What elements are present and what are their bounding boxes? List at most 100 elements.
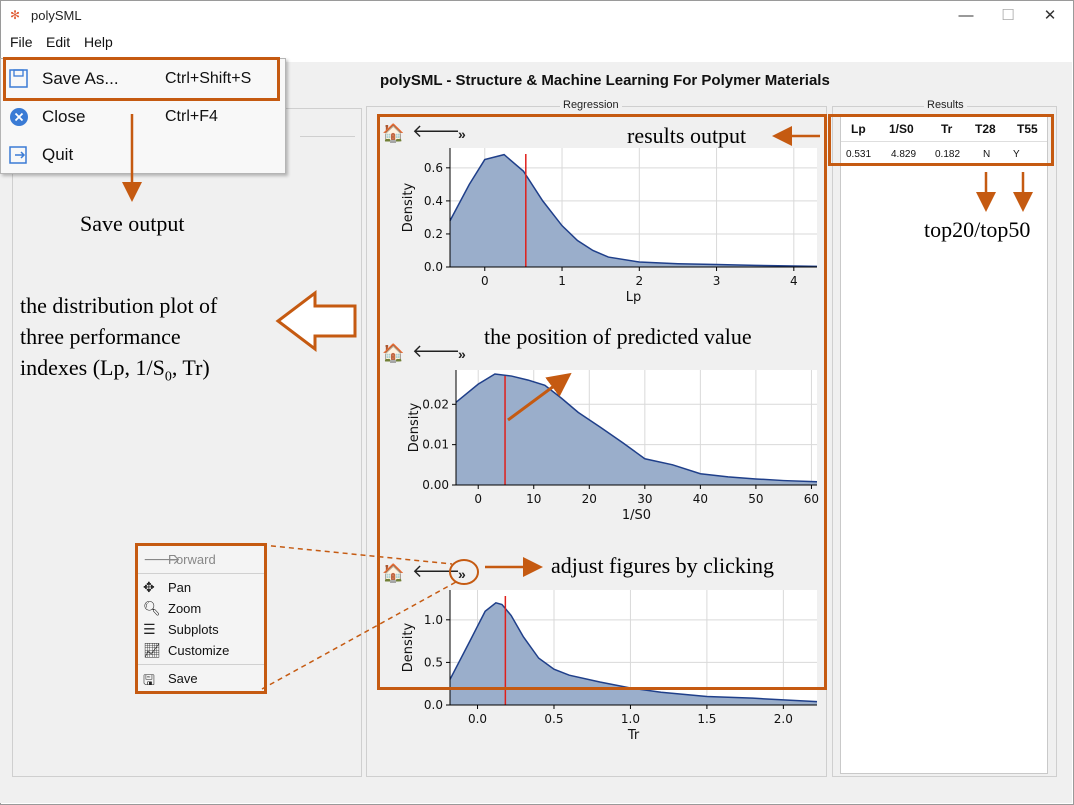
- annotation-top20-top50: top20/top50: [924, 217, 1031, 242]
- x-tick-label: 0: [481, 274, 489, 288]
- annotation-results-output: results output: [627, 123, 747, 148]
- cell-inv-s0: 4.829: [891, 149, 917, 160]
- annotation-distribution-line1: the distribution plot of: [20, 293, 218, 318]
- annotation-predicted-position: the position of predicted value: [484, 324, 752, 349]
- cell-t55: Y: [1013, 149, 1020, 160]
- menu-item-save-as[interactable]: Save As... Ctrl+Shift+S: [1, 61, 285, 97]
- save-as-shortcut: Ctrl+Shift+S: [165, 70, 252, 87]
- file-dropdown-menu: Save As... Ctrl+Shift+S Close Ctrl+F4 Qu…: [0, 58, 286, 174]
- annotation-distribution-line2: three performance: [20, 324, 181, 349]
- x-tick-label: 0.5: [544, 712, 563, 726]
- ctx-item-forward[interactable]: Forward: [168, 552, 216, 567]
- y-tick-label: 0.6: [424, 161, 443, 175]
- ctx-item-zoom[interactable]: Zoom: [168, 601, 202, 616]
- quit-icon: [9, 146, 27, 164]
- lp-density-plot[interactable]: 0 1 2 3 4 0.0 0.2 0.4 0.6 Lp Density: [380, 140, 825, 310]
- density-curve: [449, 153, 818, 268]
- x-tick-label: 0: [474, 492, 482, 506]
- forward-arrow-icon: 🡒: [143, 551, 181, 567]
- plots-highlight: [377, 114, 827, 690]
- save-as-highlight: [3, 57, 280, 101]
- x-tick-label: 60: [804, 492, 819, 506]
- cell-t28: N: [983, 149, 991, 160]
- customize-icon: 📈︎: [143, 642, 161, 658]
- y-tick-label: 0.02: [422, 397, 449, 411]
- save-as-icon: [9, 69, 28, 88]
- y-axis-label: Density: [401, 182, 416, 232]
- save-as-label: Save As...: [42, 69, 119, 88]
- ctx-divider: [138, 573, 264, 574]
- cell-lp: 0.531: [846, 149, 872, 160]
- pan-icon: ✥: [143, 579, 155, 595]
- menu-item-quit[interactable]: Quit: [1, 137, 285, 173]
- col-header-t28: T28: [975, 122, 996, 136]
- home-icon[interactable]: 🏠: [382, 123, 405, 143]
- annotation-adjust-figures: adjust figures by clicking: [551, 553, 775, 578]
- density-curve: [455, 373, 818, 483]
- ctx-divider: [138, 664, 264, 665]
- x-axis-label: Tr: [627, 728, 640, 743]
- window-title: polySML: [31, 8, 82, 23]
- back-arrow-icon[interactable]: 🡐: [412, 561, 461, 581]
- density-curve: [449, 601, 818, 703]
- back-arrow-icon[interactable]: 🡐: [412, 121, 461, 141]
- close-label: Close: [42, 107, 86, 126]
- minimize-button[interactable]: —: [958, 7, 974, 24]
- subplots-icon: ☰: [143, 621, 156, 637]
- density-area: [450, 154, 817, 267]
- menu-bar: File Edit Help: [1, 31, 1073, 53]
- quit-label: Quit: [42, 145, 74, 164]
- ctx-item-subplots[interactable]: Subplots: [168, 622, 219, 637]
- ctx-item-pan[interactable]: Pan: [168, 580, 192, 595]
- close-circle-icon: [10, 108, 28, 126]
- ctx-item-save[interactable]: Save: [168, 671, 198, 686]
- x-axis-label: Lp: [626, 290, 642, 305]
- x-tick-label: 2: [635, 274, 643, 288]
- col-header-inv-s0: 1/S0: [889, 122, 914, 136]
- home-icon[interactable]: 🏠: [382, 563, 405, 583]
- title-bar: ✻ polySML — ☐ ✕: [1, 1, 1073, 31]
- home-icon[interactable]: 🏠: [382, 343, 405, 363]
- x-tick-label: 1: [558, 274, 566, 288]
- back-arrow-icon[interactable]: 🡐: [412, 341, 461, 361]
- maximize-button[interactable]: ☐: [1001, 7, 1015, 24]
- x-tick-label: 1.0: [621, 712, 640, 726]
- ctx-item-customize[interactable]: Customize: [168, 643, 230, 658]
- x-tick-label: 30: [637, 492, 652, 506]
- close-window-button[interactable]: ✕: [1043, 7, 1057, 24]
- x-tick-label: 1.5: [697, 712, 716, 726]
- annotation-save-output: Save output: [80, 211, 185, 236]
- x-axis-label: 1/S0: [622, 508, 651, 523]
- results-highlight: [828, 114, 1054, 166]
- x-tick-label: 2.0: [774, 712, 793, 726]
- y-axis-label: Density: [407, 402, 422, 452]
- x-tick-label: 10: [526, 492, 541, 506]
- menu-item-close[interactable]: Close Ctrl+F4: [1, 99, 285, 135]
- cell-tr: 0.182: [935, 149, 961, 160]
- col-header-tr: Tr: [941, 122, 953, 136]
- menu-edit[interactable]: Edit: [46, 34, 71, 50]
- close-shortcut: Ctrl+F4: [165, 108, 218, 125]
- x-tick-label: 4: [790, 274, 798, 288]
- y-tick-label: 0.2: [424, 227, 443, 241]
- annotation-distribution-line3: indexes (Lp, 1/S0, Tr): [20, 355, 210, 385]
- y-tick-label: 0.01: [422, 438, 449, 452]
- zoom-icon: 🔍︎: [143, 600, 161, 616]
- page-title: polySML - Structure & Machine Learning F…: [380, 72, 830, 89]
- col-header-lp: Lp: [851, 122, 866, 136]
- polysml-logo-icon: ✻: [10, 8, 21, 22]
- results-table: Lp 1/S0 Tr T28 T55 0.531 4.829 0.182 N Y: [840, 116, 1048, 774]
- input-panel-header: [300, 110, 355, 137]
- x-tick-label: 3: [713, 274, 721, 288]
- x-tick-label: 20: [582, 492, 597, 506]
- more-options-icon[interactable]: »: [458, 346, 466, 362]
- save-icon: 🖫: [143, 672, 155, 688]
- more-options-icon[interactable]: »: [458, 126, 466, 142]
- y-tick-label: 0.0: [424, 698, 443, 712]
- navigation-context-menu: 🡒 Forward ✥ Pan 🔍︎ Zoom ☰ Subplots 📈︎ Cu…: [135, 543, 267, 694]
- menu-help[interactable]: Help: [84, 34, 113, 50]
- table-header-divider: [841, 141, 1047, 142]
- col-header-t55: T55: [1017, 122, 1038, 136]
- menu-file[interactable]: File: [10, 34, 33, 50]
